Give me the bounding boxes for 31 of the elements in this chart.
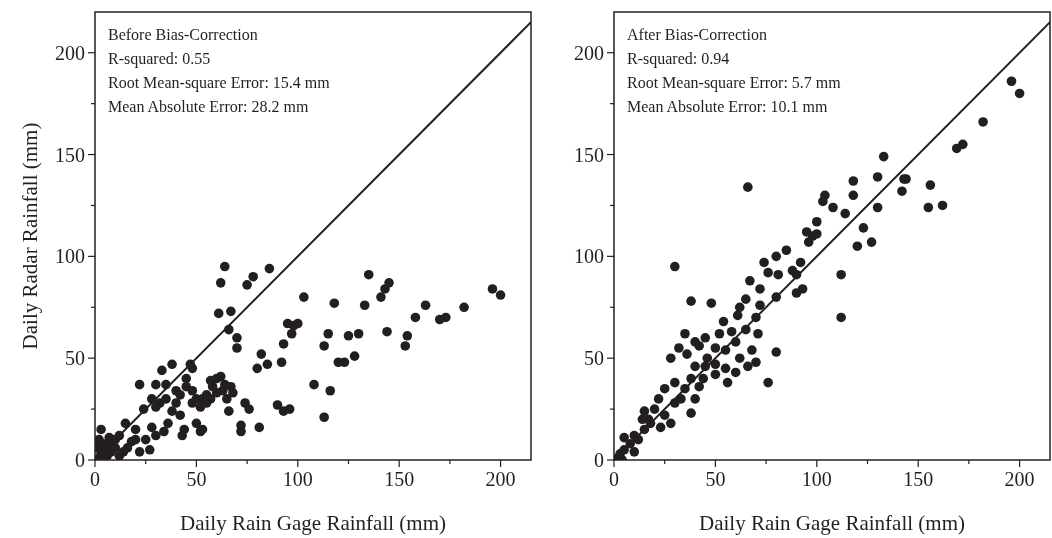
annotation: Root Mean-square Error: 15.4 mm xyxy=(108,74,331,92)
x-tick-label: 150 xyxy=(384,468,415,490)
x-tick-label: 200 xyxy=(1004,468,1035,490)
x-tick-label: 200 xyxy=(485,468,516,490)
y-tick-label: 100 xyxy=(55,245,85,268)
y-tick-label: 50 xyxy=(65,347,85,370)
x-axis-title: Daily Rain Gage Rainfall (mm) xyxy=(699,511,965,535)
y-tick-label: 150 xyxy=(574,143,604,166)
x-tick-label: 100 xyxy=(282,468,313,490)
annotation: Root Mean-square Error: 5.7 mm xyxy=(627,74,842,92)
x-tick-label: 50 xyxy=(186,468,207,490)
annotation: After Bias-Correction xyxy=(627,26,767,43)
x-tick-label: 100 xyxy=(801,468,832,490)
y-tick-label: 150 xyxy=(55,143,85,166)
annotation: Before Bias-Correction xyxy=(108,26,258,43)
y-tick-label: 0 xyxy=(75,449,85,471)
y-tick-label: 200 xyxy=(55,41,85,64)
annotation: R-squared: 0.94 xyxy=(627,50,730,68)
y-tick-label: 0 xyxy=(594,449,604,471)
x-tick-label: 0 xyxy=(609,468,619,490)
y-tick-label: 50 xyxy=(584,347,604,370)
annotation: R-squared: 0.55 xyxy=(108,50,211,68)
x-tick-label: 0 xyxy=(90,468,100,490)
y-axis-title: Daily Radar Rainfall (mm) xyxy=(18,122,42,350)
x-tick-label: 150 xyxy=(903,468,934,490)
y-tick-label: 200 xyxy=(574,41,604,64)
x-tick-label: 50 xyxy=(705,468,726,490)
annotation: Mean Absolute Error: 10.1 mm xyxy=(627,98,828,115)
annotation: Mean Absolute Error: 28.2 mm xyxy=(108,98,309,115)
y-tick-label: 100 xyxy=(574,245,604,268)
x-axis-title: Daily Rain Gage Rainfall (mm) xyxy=(180,511,446,535)
